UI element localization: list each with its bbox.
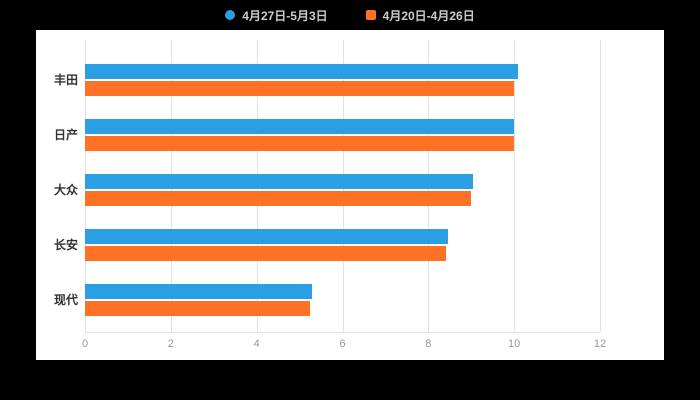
legend-marker-blue-icon	[225, 10, 236, 20]
bar-series0-category1	[85, 119, 515, 134]
bar-series1-category3	[85, 246, 446, 261]
legend-item-week-current[interactable]: 4月27日-5月3日	[225, 7, 328, 24]
y-category-label-0: 丰田	[53, 73, 78, 87]
x-tick-label-12: 12	[593, 338, 607, 350]
legend-item-week-previous[interactable]: 4月20日-4月26日	[365, 7, 475, 24]
bar-series1-category2	[85, 191, 472, 206]
legend-label-week-previous: 4月20日-4月26日	[382, 8, 475, 23]
y-category-label-4: 现代	[53, 293, 78, 307]
chart-legend: 4月27日-5月3日 4月20日-4月26日	[0, 4, 700, 26]
bar-series1-category4	[85, 301, 311, 316]
plot-area	[85, 40, 601, 333]
bar-series0-category3	[85, 229, 448, 244]
chart-panel: 丰田日产大众长安现代 0 2 4 6 8 10 12	[36, 30, 664, 360]
gridline-x-12	[600, 40, 601, 332]
x-tick-label-0: 0	[81, 338, 89, 350]
x-axis-labels: 0 2 4 6 8 10 12	[82, 338, 606, 354]
y-category-label-2: 大众	[53, 183, 78, 197]
bar-series0-category2	[85, 174, 474, 189]
bar-series0-category0	[85, 64, 519, 79]
gridline-x-10	[514, 40, 516, 332]
bar-series1-category0	[85, 81, 515, 96]
legend-marker-orange-icon	[365, 10, 376, 20]
x-tick-label-2: 2	[167, 338, 174, 350]
y-category-label-1: 日产	[53, 128, 78, 142]
x-tick-label-8: 8	[425, 338, 432, 350]
x-tick-label-4: 4	[253, 338, 260, 350]
bar-series0-category4	[85, 284, 313, 299]
y-category-label-3: 长安	[53, 238, 78, 252]
x-tick-label-10: 10	[508, 338, 521, 350]
x-tick-label-6: 6	[339, 338, 346, 350]
y-axis-labels: 丰田日产大众长安现代	[36, 40, 78, 332]
legend-label-week-current: 4月27日-5月3日	[242, 8, 328, 23]
bar-series1-category1	[85, 136, 515, 151]
